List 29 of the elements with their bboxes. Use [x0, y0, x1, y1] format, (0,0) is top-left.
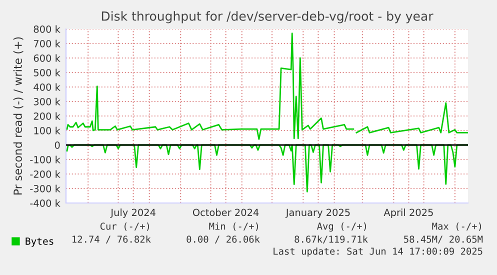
- y-tick-label: 300 k: [34, 98, 60, 106]
- text: Last update: Sat Jun 14 17:00:09 2025: [274, 247, 482, 257]
- text: Avg (-/+): [317, 222, 366, 232]
- text: 58.45M/ 20.65M: [404, 236, 483, 244]
- y-tick-label: 800 k: [34, 25, 60, 33]
- y-tick-label: 400 k: [34, 83, 60, 91]
- y-tick-label: 700 k: [34, 40, 60, 48]
- y-tick-label: 0: [54, 141, 60, 149]
- text: Cur (-/+): [100, 222, 150, 231]
- y-tick-label: -300 k: [30, 184, 60, 192]
- y-tick-label: -200 k: [30, 170, 60, 178]
- y-tick-label: -100 k: [30, 156, 60, 164]
- y-tick-label: -400 k: [30, 199, 60, 207]
- chart-title: Disk throughput for /dev/server-deb-vg/root - by year: [102, 11, 434, 24]
- y-axis-title: Pr second read (-) / write (+): [13, 37, 24, 195]
- legend-label: Bytes: [26, 238, 54, 247]
- text: 8.67k/119.71k: [294, 235, 368, 244]
- x-tick-label: January 2025: [285, 208, 350, 218]
- x-tick-label: April 2025: [384, 208, 433, 218]
- y-tick-label: 500 k: [34, 68, 60, 76]
- x-tick-label: October 2024: [192, 208, 259, 216]
- text: 0.00 / 26.06k: [186, 235, 260, 244]
- y-tick-label: 100 k: [34, 126, 60, 134]
- text: Min (-/+): [209, 222, 258, 231]
- y-tick-label: 600 k: [34, 54, 60, 62]
- y-tick-label: 200 k: [34, 112, 60, 120]
- text: Max (-/+): [432, 222, 482, 231]
- text: 12.74 / 76.82k: [72, 235, 151, 244]
- x-tick-label: July 2024: [110, 208, 156, 218]
